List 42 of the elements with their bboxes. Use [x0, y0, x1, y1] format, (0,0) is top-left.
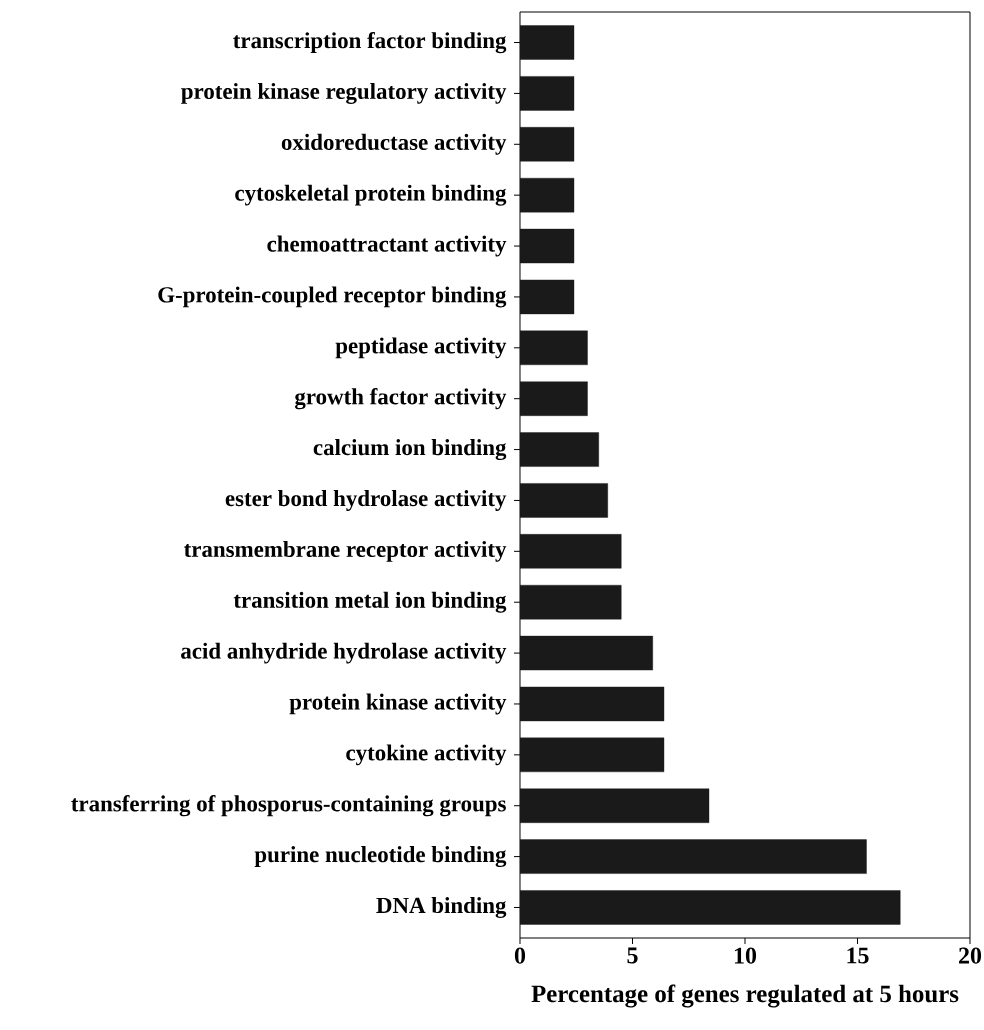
- y-tick-label: DNA binding: [376, 897, 507, 918]
- y-tick-label: purine nucleotide binding: [254, 846, 507, 868]
- x-tick-label: 10: [734, 947, 757, 964]
- y-tick-label: transmembrane receptor activity: [184, 540, 507, 562]
- bar: [519, 228, 575, 264]
- y-tick-label: protein kinase activity: [289, 693, 507, 715]
- bar: [519, 76, 575, 111]
- bar: [519, 177, 575, 213]
- bar: [519, 25, 575, 60]
- bar: [519, 279, 575, 315]
- y-tick-label: transcription factor binding: [233, 31, 507, 54]
- y-tick-label: oxidoreductase activity: [281, 133, 507, 155]
- bar: [519, 788, 710, 823]
- bar: [519, 635, 653, 671]
- x-axis-title: Percentage of genes regulated at 5 hours: [531, 984, 959, 1008]
- bar: [519, 890, 901, 925]
- bar: [519, 839, 867, 874]
- y-tick-label: transition metal ion binding: [233, 591, 507, 613]
- y-tick-label: growth factor activity: [294, 388, 507, 410]
- y-tick-label: cytokine activity: [346, 744, 507, 766]
- x-tick-label: 5: [627, 947, 638, 964]
- y-tick-label: transferring of phosporus-containing groups: [71, 795, 506, 817]
- y-tick-label: peptidase activity: [335, 337, 507, 359]
- bar: [519, 381, 588, 416]
- y-tick-label: acid anhydride hydrolase activity: [181, 642, 507, 664]
- y-tick-label: ester bond hydrolase activity: [225, 490, 507, 511]
- bar: [519, 686, 665, 722]
- x-tick-label: 20: [959, 947, 982, 964]
- bar: [519, 127, 575, 162]
- bar: [519, 330, 588, 366]
- bar: [519, 432, 599, 467]
- bar: [519, 534, 622, 569]
- x-tick-label: 0: [514, 947, 526, 964]
- y-tick-label: protein kinase regulatory activity: [181, 82, 507, 104]
- bar: [519, 585, 622, 620]
- x-tick-label: 15: [847, 947, 869, 964]
- bar: [519, 483, 608, 518]
- bar: [519, 737, 665, 773]
- y-tick-label: chemoattractant activity: [267, 235, 507, 257]
- y-tick-label: calcium ion binding: [313, 439, 507, 461]
- y-tick-label: cytoskeletal protein binding: [235, 184, 507, 206]
- y-tick-label: G-protein-coupled receptor binding: [158, 286, 507, 308]
